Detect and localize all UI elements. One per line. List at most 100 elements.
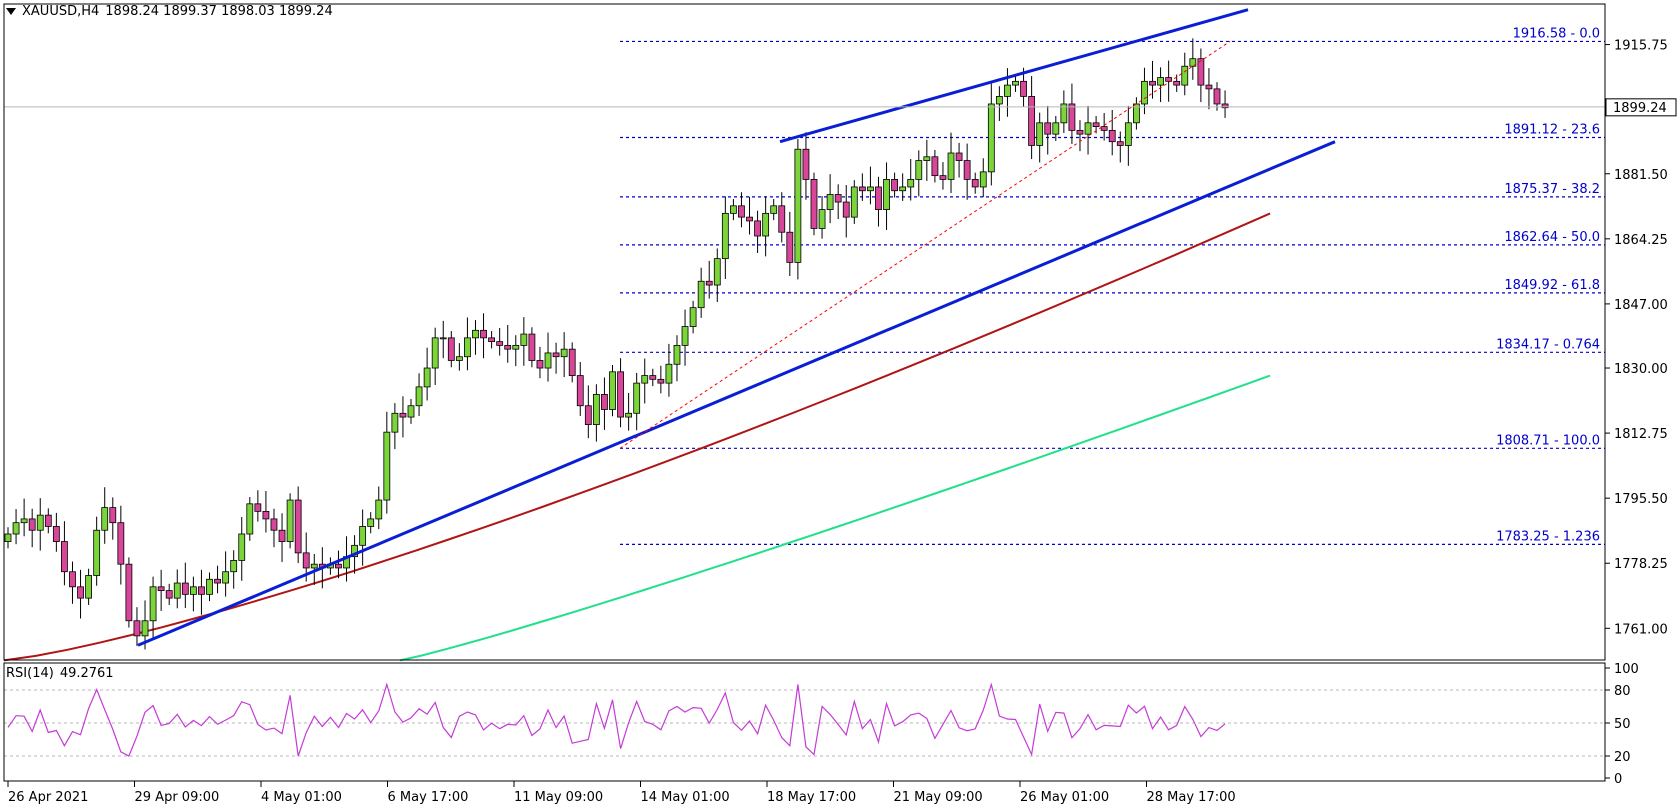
candle-body <box>1141 80 1148 105</box>
candle-body <box>1149 80 1156 86</box>
candle <box>1052 116 1060 141</box>
candle <box>1116 131 1124 163</box>
candle <box>69 561 76 604</box>
candle-body <box>544 352 552 369</box>
candle <box>875 176 882 227</box>
candle-body <box>447 337 455 361</box>
candle-body <box>254 503 262 512</box>
candle-body <box>875 186 882 210</box>
candle-body <box>383 431 391 501</box>
candle <box>109 497 117 540</box>
time-label: 28 May 17:00 <box>1147 790 1236 805</box>
candle <box>214 565 221 594</box>
candle-body <box>931 156 939 177</box>
candle-body <box>44 514 52 527</box>
candle <box>818 196 826 239</box>
candle-body <box>399 412 407 418</box>
candle-body <box>971 179 979 188</box>
candle-body <box>858 186 866 192</box>
candle-body <box>907 179 915 188</box>
candle <box>713 248 721 303</box>
candle <box>383 411 391 514</box>
candle-body <box>1116 141 1124 146</box>
candle-body <box>206 578 213 595</box>
candle-body <box>810 179 818 229</box>
candle-body <box>1221 103 1229 109</box>
rsi-header: RSI(14) 49.2761 <box>6 666 114 681</box>
candle-body <box>794 148 802 263</box>
price-tick-label: 1847.00 <box>1614 298 1668 313</box>
candle <box>310 553 318 585</box>
candle <box>12 509 20 545</box>
candle-body <box>939 175 947 180</box>
candle <box>1173 74 1181 92</box>
candle-body <box>1205 84 1213 90</box>
candle <box>544 332 552 382</box>
candle <box>1076 120 1084 152</box>
candle <box>979 158 987 198</box>
candle <box>778 192 786 243</box>
time-label: 21 May 09:00 <box>894 790 983 805</box>
candle-body <box>77 586 84 599</box>
candle <box>1108 110 1116 156</box>
time-label: 29 Apr 09:00 <box>135 790 220 805</box>
candle <box>826 174 834 224</box>
candle-body <box>173 582 181 599</box>
candle-body <box>1157 77 1164 86</box>
candle <box>520 317 528 366</box>
candle <box>1157 67 1164 103</box>
candle-body <box>36 514 44 531</box>
candle-body <box>576 375 584 407</box>
candle-body <box>721 212 729 260</box>
candle <box>754 210 761 253</box>
candle-body <box>230 560 238 573</box>
time-label: 26 Apr 2021 <box>8 790 88 805</box>
candle <box>665 343 673 397</box>
fib-level-label: 1862.64 - 50.0 <box>1504 230 1600 245</box>
candle <box>149 576 157 638</box>
candle-body <box>947 152 955 180</box>
candle-body <box>1100 126 1108 131</box>
candle <box>1028 76 1036 160</box>
candle <box>552 342 560 374</box>
upper-trend-line <box>779 8 1249 144</box>
price-tick-label: 1830.00 <box>1614 362 1668 377</box>
candle <box>560 332 568 378</box>
candle <box>359 509 367 566</box>
candle-body <box>883 179 890 210</box>
candle <box>1165 60 1173 102</box>
candle <box>649 368 657 387</box>
rsi-tick-label: 80 <box>1614 684 1631 699</box>
candle-body <box>52 526 60 542</box>
candle-body <box>520 333 528 346</box>
candle <box>834 184 842 220</box>
candle-body <box>923 156 931 161</box>
candle-body <box>762 212 770 237</box>
candle-body <box>1076 129 1084 135</box>
candle <box>262 491 270 533</box>
candle <box>891 172 898 198</box>
candle-body <box>439 337 447 340</box>
candle-body <box>1189 58 1197 67</box>
candle <box>625 392 633 431</box>
candle <box>399 396 407 438</box>
dropdown-triangle-icon[interactable] <box>6 8 16 15</box>
candle <box>947 132 955 193</box>
candle <box>367 512 375 534</box>
candle <box>689 300 697 334</box>
candle <box>1197 48 1205 103</box>
candle-body <box>584 405 592 426</box>
candle <box>915 150 923 197</box>
candle-body <box>101 507 109 531</box>
candle-body <box>431 337 439 369</box>
candle <box>697 267 705 318</box>
candle-body <box>1036 122 1044 146</box>
candle-body <box>915 160 923 180</box>
candle <box>657 365 665 394</box>
candle <box>173 569 181 609</box>
candle-body <box>1060 103 1068 124</box>
candle <box>1100 113 1108 141</box>
candle-body <box>657 378 665 384</box>
candle-body <box>617 371 624 418</box>
time-label: 6 May 17:00 <box>388 790 469 805</box>
